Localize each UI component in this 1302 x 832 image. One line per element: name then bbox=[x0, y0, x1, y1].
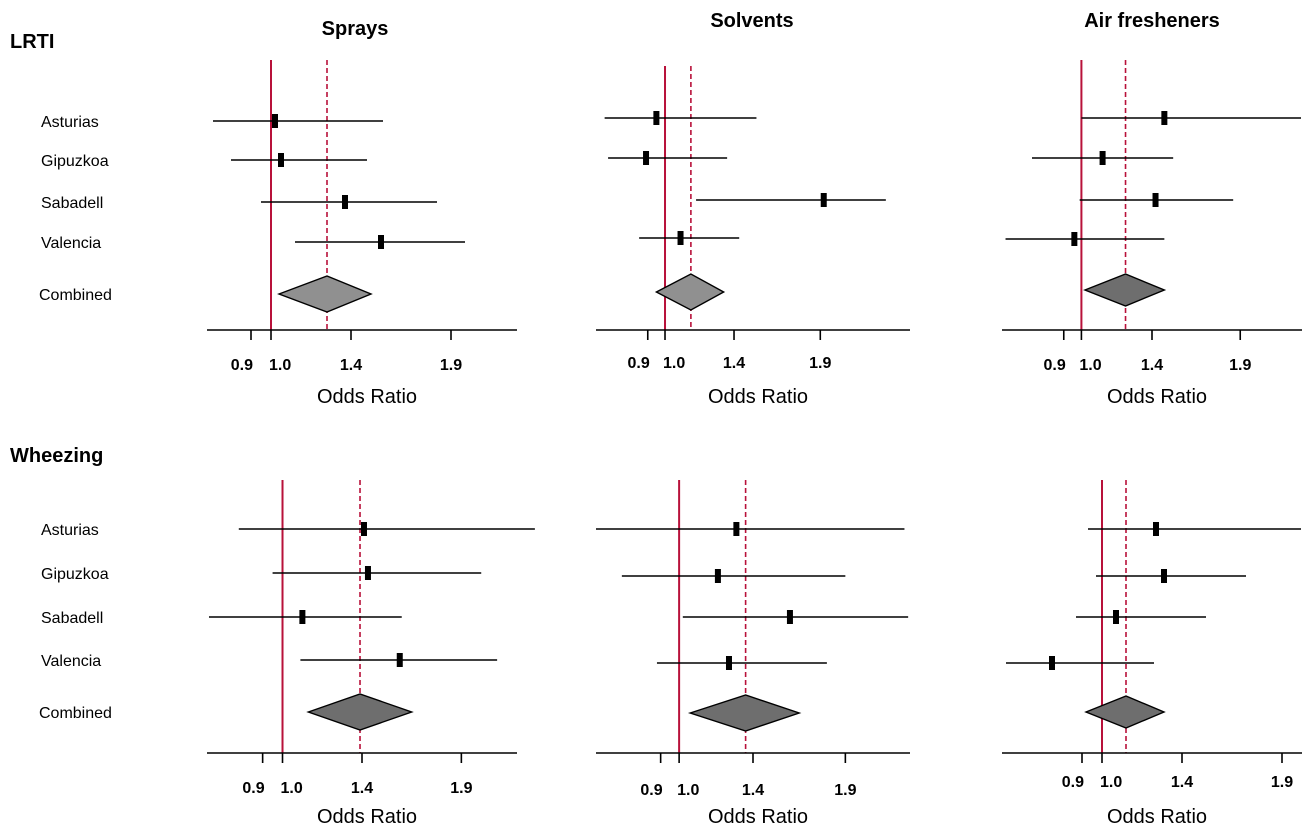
study-label: Gipuzkoa bbox=[41, 566, 109, 583]
x-axis-label: Odds Ratio bbox=[317, 386, 417, 408]
x-tick-label: 0.9 bbox=[628, 355, 650, 372]
point-estimate bbox=[1152, 193, 1159, 207]
point-estimate bbox=[820, 193, 827, 207]
point-estimate bbox=[272, 114, 278, 128]
combined-diamond bbox=[1083, 273, 1167, 307]
point-estimate bbox=[1161, 111, 1168, 125]
x-tick-label: 0.9 bbox=[1044, 357, 1066, 374]
x-tick-label: 1.4 bbox=[742, 782, 764, 799]
point-estimate bbox=[378, 235, 384, 249]
x-tick-label: 1.4 bbox=[340, 357, 362, 374]
x-axis-label: Odds Ratio bbox=[1107, 386, 1207, 408]
x-tick-label: 1.4 bbox=[1171, 774, 1193, 791]
study-label: Sabadell bbox=[41, 610, 103, 627]
point-estimate bbox=[725, 656, 732, 670]
panel-title: Sprays bbox=[322, 18, 389, 40]
x-tick-label: 1.4 bbox=[1141, 357, 1163, 374]
point-estimate bbox=[342, 195, 348, 209]
forest-panel-1: Sprays Asturias Gipuzkoa Sabadell Valencia Co… bbox=[39, 18, 517, 408]
point-estimate bbox=[396, 653, 403, 667]
x-axis-label: Odds Ratio bbox=[708, 386, 808, 408]
forest-panel-5: 0.9 1.0 1.4 1.9 Odds Ratio bbox=[596, 480, 910, 828]
point-estimate bbox=[360, 522, 367, 536]
x-tick-label: 1.0 bbox=[663, 355, 685, 372]
x-axis-label: Odds Ratio bbox=[708, 806, 808, 828]
x-tick-label: 1.4 bbox=[351, 780, 373, 797]
row-label-lrti: LRTI bbox=[10, 31, 54, 53]
panel-title: Air fresheners bbox=[1084, 10, 1220, 32]
study-label: Sabadell bbox=[41, 195, 103, 212]
point-estimate bbox=[1113, 610, 1119, 624]
point-estimate bbox=[714, 569, 721, 583]
point-estimate bbox=[1099, 151, 1106, 165]
x-tick-label: 0.9 bbox=[640, 782, 662, 799]
point-estimate bbox=[733, 522, 740, 536]
point-estimate bbox=[1161, 569, 1167, 583]
point-estimate bbox=[643, 151, 650, 165]
forest-panels: Sprays Asturias Gipuzkoa Sabadell Valencia Co… bbox=[39, 10, 1302, 828]
study-label: Valencia bbox=[41, 235, 101, 252]
point-estimate bbox=[1049, 656, 1055, 670]
x-tick-label: 1.9 bbox=[834, 782, 856, 799]
x-tick-label: 1.0 bbox=[1100, 774, 1122, 791]
point-estimate bbox=[677, 231, 684, 245]
x-tick-label: 1.0 bbox=[269, 357, 291, 374]
row-label-wheezing: Wheezing bbox=[10, 445, 103, 467]
point-estimate bbox=[653, 111, 660, 125]
combined-diamond bbox=[1084, 695, 1166, 729]
x-tick-label: 1.9 bbox=[450, 780, 472, 797]
study-label: Gipuzkoa bbox=[41, 153, 109, 170]
forest-panel-4: Asturias Gipuzkoa Sabadell Valencia Combined… bbox=[39, 480, 535, 828]
forest-panel-3: Air fresheners 0.9 1.0 1.4 1.9 Odds Ratio bbox=[1002, 10, 1302, 408]
combined-diamond bbox=[306, 693, 414, 731]
x-tick-label: 1.9 bbox=[440, 357, 462, 374]
study-label: Asturias bbox=[41, 114, 99, 131]
forest-panel-6: 0.9 1.0 1.4 1.9 Odds Ratio bbox=[1002, 480, 1302, 828]
x-tick-label: 1.9 bbox=[1229, 357, 1251, 374]
panel-title: Solvents bbox=[710, 10, 793, 32]
x-axis-label: Odds Ratio bbox=[1107, 806, 1207, 828]
x-tick-label: 1.9 bbox=[809, 355, 831, 372]
study-label-combined: Combined bbox=[39, 287, 112, 304]
study-label-combined: Combined bbox=[39, 705, 112, 722]
combined-diamond bbox=[687, 694, 802, 732]
point-estimate bbox=[1153, 522, 1159, 536]
study-label: Valencia bbox=[41, 653, 101, 670]
x-tick-label: 1.4 bbox=[723, 355, 745, 372]
combined-diamond bbox=[654, 273, 726, 311]
x-tick-label: 1.0 bbox=[1079, 357, 1101, 374]
point-estimate bbox=[786, 610, 793, 624]
point-estimate bbox=[1071, 232, 1078, 246]
point-estimate bbox=[278, 153, 284, 167]
study-label: Asturias bbox=[41, 522, 99, 539]
x-axis-label: Odds Ratio bbox=[317, 806, 417, 828]
point-estimate bbox=[299, 610, 306, 624]
x-tick-label: 0.9 bbox=[1062, 774, 1084, 791]
x-tick-label: 0.9 bbox=[242, 780, 264, 797]
point-estimate bbox=[364, 566, 371, 580]
combined-diamond bbox=[277, 275, 373, 313]
x-tick-label: 1.0 bbox=[281, 780, 303, 797]
x-tick-label: 1.0 bbox=[677, 782, 699, 799]
x-tick-label: 0.9 bbox=[231, 357, 253, 374]
x-tick-label: 1.9 bbox=[1271, 774, 1293, 791]
